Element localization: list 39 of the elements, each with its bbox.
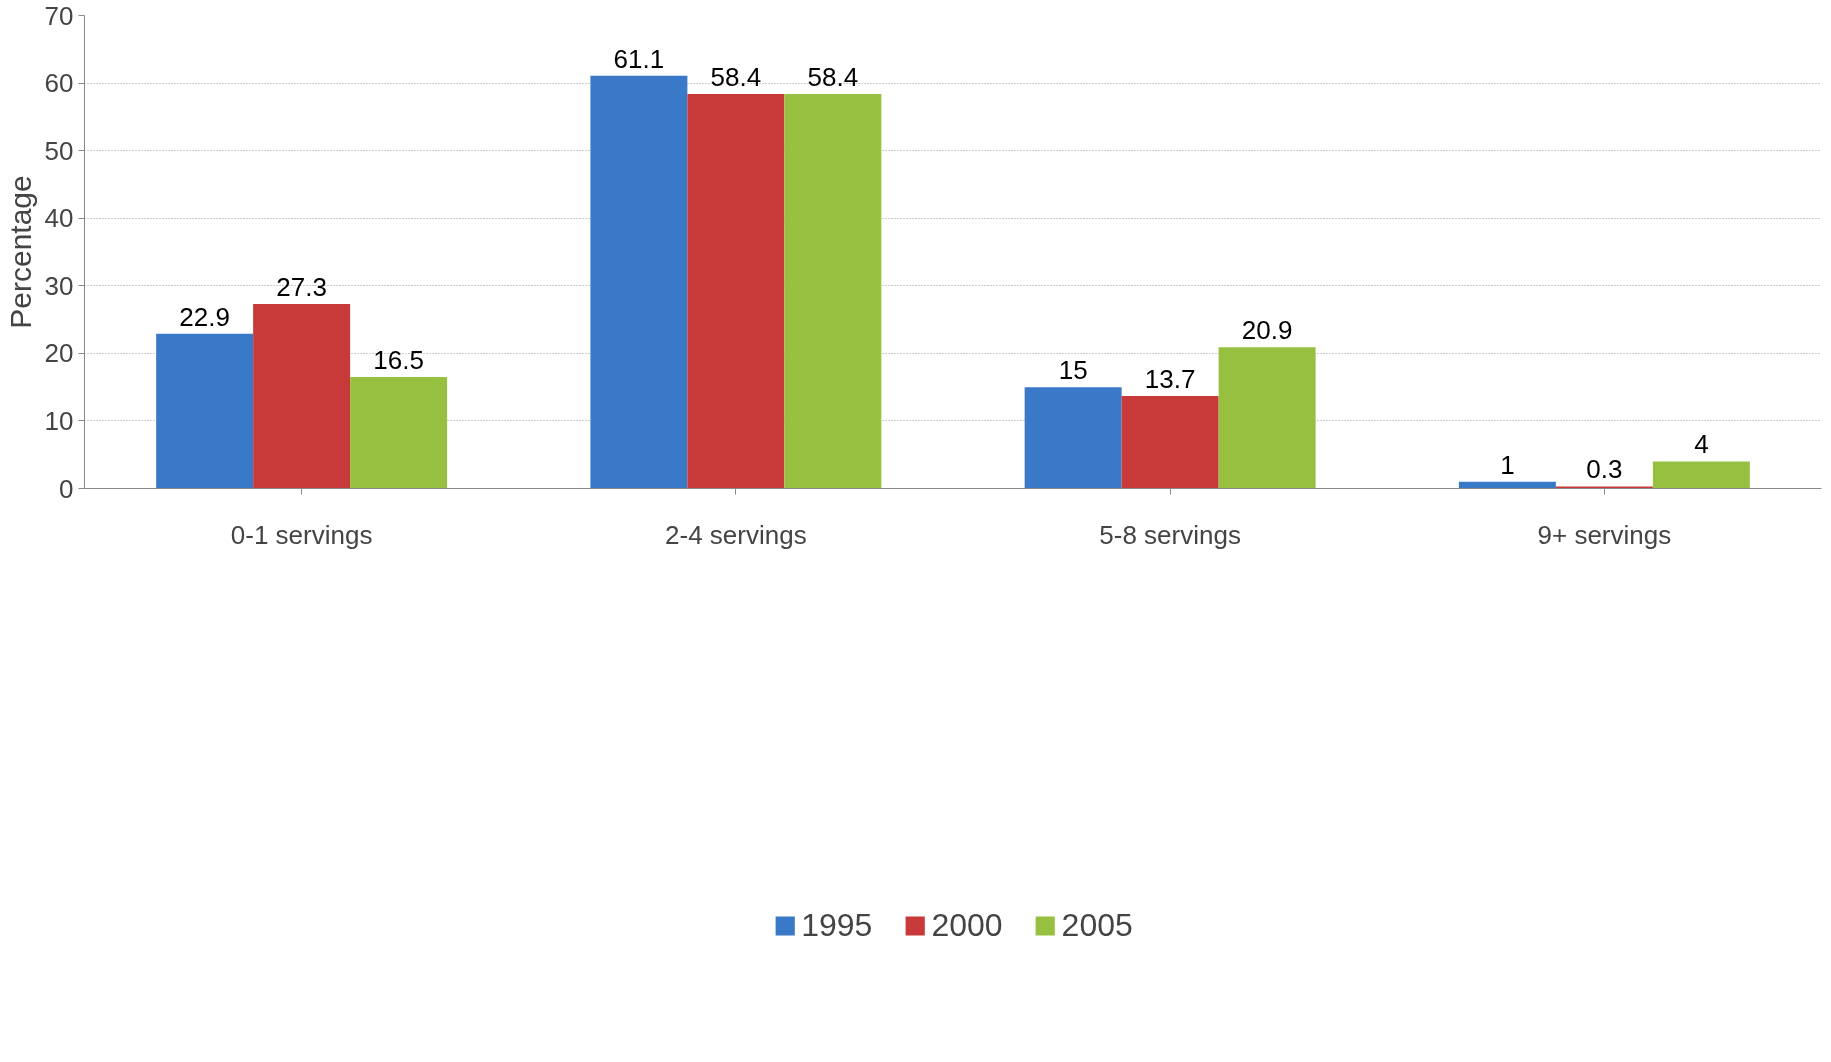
x-tick-label: 5-8 servings xyxy=(1099,519,1241,550)
bar xyxy=(1652,461,1750,489)
legend-label: 1995 xyxy=(801,906,873,944)
data-label: 4 xyxy=(1694,429,1709,460)
bar xyxy=(253,304,351,489)
bar xyxy=(1218,347,1316,489)
data-label: 27.3 xyxy=(276,272,327,303)
y-tick-label: 50 xyxy=(44,135,74,166)
y-tick-label: 10 xyxy=(44,405,74,436)
bar xyxy=(350,377,448,489)
bar xyxy=(1121,395,1219,489)
data-label: 15 xyxy=(1058,355,1088,386)
data-label: 61.1 xyxy=(613,43,665,74)
bar xyxy=(590,75,688,489)
y-tick-label: 60 xyxy=(44,68,74,99)
data-label: 0.3 xyxy=(1586,454,1623,485)
y-tick-label: 70 xyxy=(44,0,74,31)
x-tick-label: 9+ servings xyxy=(1537,519,1672,550)
bar xyxy=(687,93,785,489)
data-label: 22.9 xyxy=(179,301,230,332)
bar xyxy=(1555,486,1653,489)
data-label: 13.7 xyxy=(1144,363,1196,394)
x-tick-label: 0-1 servings xyxy=(230,519,373,550)
data-label: 58.4 xyxy=(710,61,762,92)
bar xyxy=(784,93,882,489)
y-tick-label: 30 xyxy=(44,270,74,301)
x-tick-label: 2-4 servings xyxy=(665,519,807,550)
legend-label: 2005 xyxy=(1061,906,1133,944)
data-label: 58.4 xyxy=(807,61,859,92)
bar xyxy=(1024,387,1122,489)
y-tick-label: 40 xyxy=(44,203,74,234)
y-tick-label: 0 xyxy=(59,473,74,504)
data-label: 1 xyxy=(1500,449,1515,480)
y-axis-title: Percentage xyxy=(3,175,37,329)
data-label: 16.5 xyxy=(373,345,424,376)
data-label: 20.9 xyxy=(1241,315,1293,346)
y-tick-label: 20 xyxy=(44,338,74,369)
legend-label: 2000 xyxy=(931,906,1003,944)
bar xyxy=(156,333,254,489)
